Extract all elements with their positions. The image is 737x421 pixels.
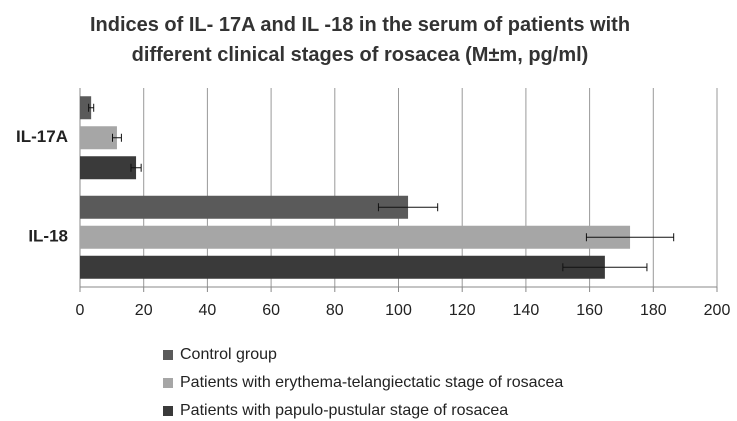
x-tick-label: 20 <box>135 302 153 319</box>
bar <box>80 156 137 180</box>
x-tick-label: 80 <box>326 302 344 319</box>
x-tick-label: 40 <box>199 302 217 319</box>
x-tick-label: 100 <box>385 302 412 319</box>
y-tick-label: IL-17A <box>16 127 68 146</box>
x-tick-label: 200 <box>704 302 731 319</box>
chart-title: Indices of IL- 17A and IL -18 in the ser… <box>89 14 631 66</box>
legend-swatch <box>163 350 173 360</box>
x-tick-label: 0 <box>76 302 85 319</box>
x-tick-label: 60 <box>262 302 280 319</box>
bar <box>80 195 409 219</box>
bar <box>80 126 117 150</box>
legend-label: Patients with papulo-pustular stage of r… <box>180 402 508 419</box>
legend-label: Patients with erythema-telangiectatic st… <box>180 374 563 391</box>
x-tick-label: 180 <box>640 302 667 319</box>
x-tick-label: 140 <box>513 302 540 319</box>
bar <box>80 96 92 120</box>
x-tick-label: 160 <box>576 302 603 319</box>
legend-swatch <box>163 406 173 416</box>
legend-label: Control group <box>180 346 277 363</box>
x-tick-label: 120 <box>449 302 476 319</box>
y-tick-label: IL-18 <box>28 227 68 246</box>
bar <box>80 225 631 249</box>
bar <box>80 255 605 279</box>
legend-swatch <box>163 378 173 388</box>
